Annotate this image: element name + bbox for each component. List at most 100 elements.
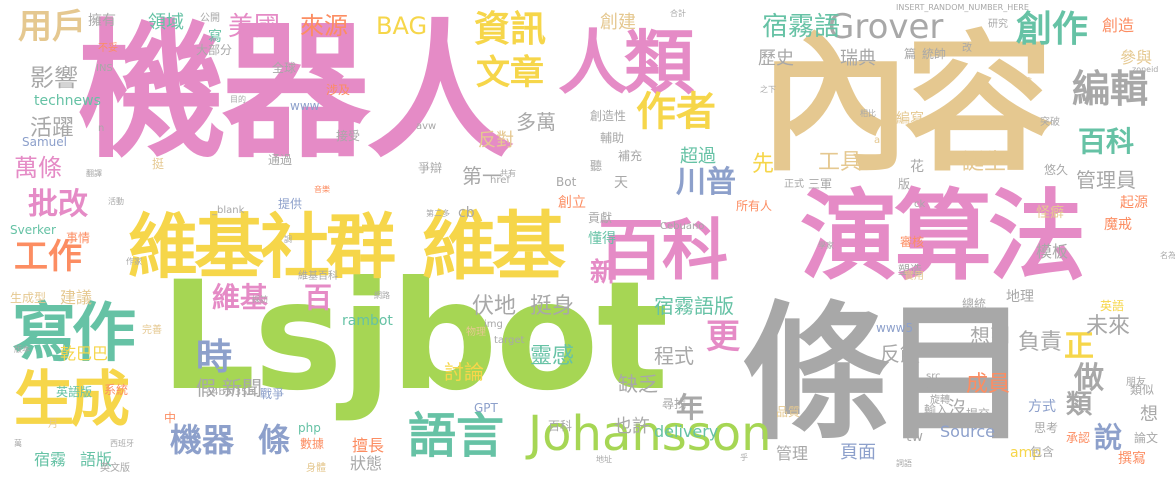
cloud-word: 編寫	[896, 111, 924, 127]
cloud-word: 論文	[1134, 431, 1159, 445]
cloud-word: 寫	[208, 29, 222, 45]
cloud-word: 地理	[1006, 289, 1034, 305]
cloud-word: 挺	[152, 157, 165, 171]
cloud-word: 資訊	[474, 9, 547, 50]
cloud-word: 靈感	[530, 344, 575, 369]
cloud-word: 聽	[590, 159, 603, 173]
cloud-word: 宿霧語版	[654, 294, 734, 318]
cloud-word: 方式	[1028, 399, 1056, 415]
cloud-word: 撰寫	[1118, 451, 1146, 467]
cloud-word: 創建	[600, 12, 636, 33]
cloud-word: 輔助	[600, 131, 625, 145]
cloud-word: 魔戒	[1104, 217, 1132, 233]
cloud-word: Bot	[556, 175, 577, 189]
cloud-word: 數據	[300, 437, 325, 451]
cloud-word: 文章	[476, 53, 544, 93]
cloud-word: 歷史	[758, 48, 794, 69]
cloud-word: 條	[258, 421, 291, 459]
cloud-word: 百科	[548, 419, 573, 433]
cloud-word: 三軍	[808, 177, 833, 191]
cloud-word: Grover	[828, 7, 944, 47]
cloud-word: 作者	[636, 89, 716, 135]
cloud-word: a	[874, 135, 881, 146]
cloud-word: Sverker	[10, 223, 56, 237]
cloud-word: 英文版	[100, 463, 130, 474]
cloud-word: 管理員	[1076, 168, 1136, 192]
cloud-word: 做	[1074, 361, 1104, 396]
cloud-word: 人工	[924, 379, 949, 393]
cloud-word: 包含	[1030, 445, 1055, 459]
cloud-word: 物理	[466, 327, 486, 338]
cloud-word: 狀態	[350, 454, 383, 473]
cloud-word: 年	[676, 391, 705, 424]
cloud-word: 學家	[818, 241, 834, 250]
cloud-word: target	[494, 335, 525, 346]
cloud-word: 實用	[904, 271, 924, 282]
cloud-word: 大部分	[196, 43, 233, 57]
cloud-word: 相比	[860, 109, 876, 118]
cloud-word: 起源	[1120, 195, 1148, 211]
cloud-word: 更	[706, 317, 740, 357]
cloud-word: Samuel	[22, 135, 67, 149]
cloud-word: 反對	[478, 130, 514, 151]
cloud-word: 未來	[1086, 314, 1131, 339]
cloud-word: GPT	[474, 401, 498, 415]
cloud-word: 旋轉	[930, 395, 950, 406]
cloud-word: 先	[752, 152, 775, 177]
cloud-word: zoneid	[1132, 65, 1159, 74]
cloud-word: 反饋	[880, 342, 920, 366]
cloud-word: 身體	[306, 463, 326, 474]
cloud-word: 版	[898, 177, 911, 191]
cloud-word: 接受	[336, 129, 361, 143]
cloud-word: href	[490, 175, 510, 186]
cloud-word: 演算法	[800, 180, 1086, 294]
cloud-word: 維基社群	[128, 206, 396, 288]
cloud-word: 類	[1066, 390, 1093, 420]
cloud-word: 成員	[966, 372, 1011, 397]
cloud-word: 假	[196, 376, 216, 400]
cloud-word: 頁面	[840, 442, 876, 463]
cloud-word: 承認	[1066, 431, 1091, 445]
cloud-word: 也許	[614, 416, 650, 437]
cloud-word: 作家	[126, 257, 142, 266]
cloud-word: 新	[590, 258, 617, 288]
cloud-word: 擁有	[88, 13, 116, 29]
cloud-word: 維基百科	[298, 271, 338, 282]
cloud-word: INS	[96, 63, 113, 74]
cloud-word: 誕生	[962, 150, 1007, 175]
cloud-word: Johansson	[528, 406, 772, 462]
cloud-word: 合計	[670, 9, 686, 18]
cloud-word: 百	[304, 281, 333, 314]
cloud-word: 條目	[742, 288, 1030, 460]
cloud-word: 統帥	[922, 47, 947, 61]
cloud-word: 乾巴巴	[60, 344, 109, 363]
cloud-word: 宿霧語	[762, 12, 841, 42]
cloud-word: 中	[164, 411, 177, 425]
cloud-word: 採訪	[252, 295, 268, 304]
cloud-word: 創造性	[590, 109, 627, 123]
cloud-word: 補充	[618, 149, 643, 163]
cloud-word: cb	[458, 205, 475, 221]
cloud-word: 寫作	[12, 297, 136, 371]
cloud-word: 影響	[30, 64, 78, 92]
cloud-word: 目的	[230, 95, 246, 104]
cloud-word: 生成型	[10, 291, 47, 305]
cloud-word: tw	[906, 429, 923, 445]
cloud-word: 系統	[104, 383, 129, 397]
cloud-word: 英語版	[56, 385, 93, 399]
cloud-word: 想到	[970, 324, 1010, 348]
cloud-word: 多萬	[516, 110, 556, 134]
cloud-word: 正式	[784, 179, 804, 190]
cloud-word: 網路	[374, 291, 390, 300]
cloud-word: 之下	[760, 85, 776, 94]
cloud-word: 品質	[776, 405, 801, 419]
cloud-word: 領域	[148, 12, 184, 33]
cloud-word: 挺身	[530, 294, 575, 319]
cloud-word: Source	[940, 422, 995, 441]
cloud-word: 百科	[598, 212, 728, 289]
cloud-word: 事情	[66, 231, 91, 245]
cloud-word: 維基	[422, 204, 566, 290]
cloud-word: BAG	[376, 12, 428, 40]
cloud-word: 篇	[904, 47, 917, 61]
